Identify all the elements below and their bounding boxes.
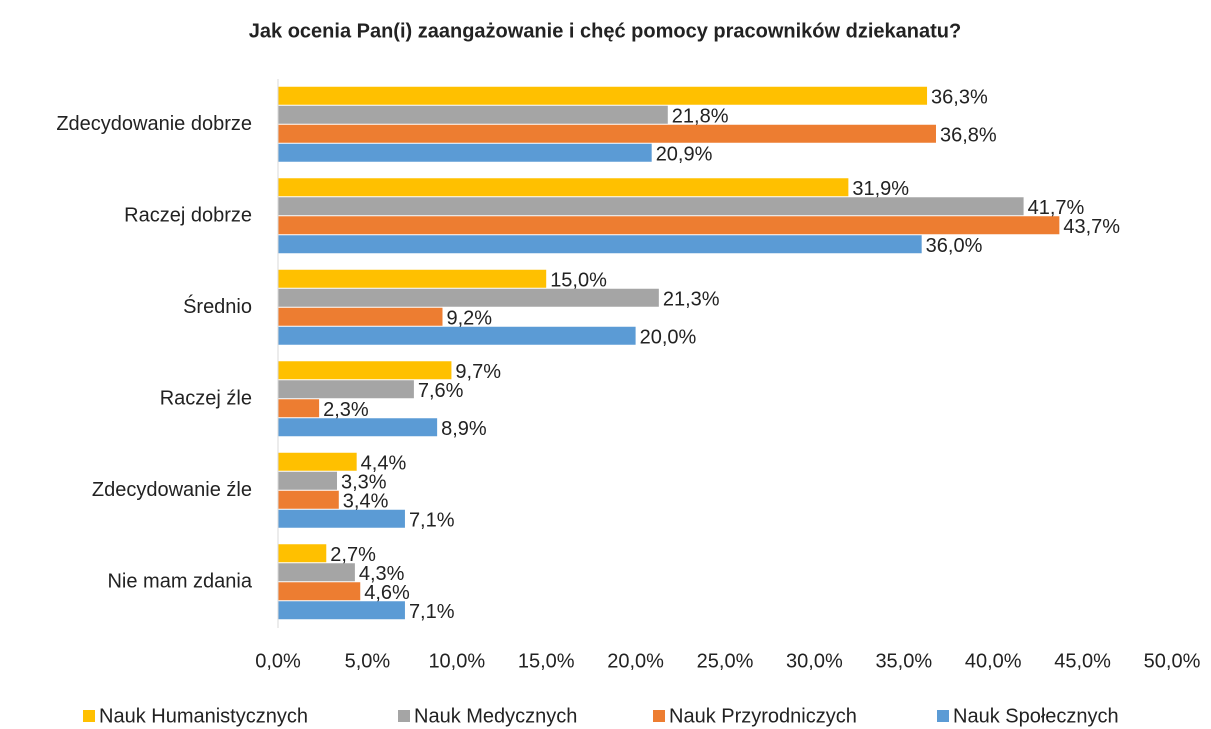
bar [278, 105, 668, 124]
bar [278, 269, 547, 288]
data-label: 3,3% [341, 472, 387, 494]
legend-label: Nauk Społecznych [953, 705, 1119, 727]
bar [278, 307, 443, 326]
x-tick-label: 20,0% [607, 650, 664, 672]
x-tick-label: 35,0% [875, 650, 932, 672]
x-tick-label: 15,0% [518, 650, 575, 672]
legend-swatch [398, 710, 410, 722]
x-tick-label: 25,0% [697, 650, 754, 672]
bar [278, 563, 355, 582]
x-tick-label: 30,0% [786, 650, 843, 672]
data-label: 21,3% [663, 289, 720, 311]
bar [278, 197, 1024, 216]
data-label: 36,3% [931, 87, 988, 109]
data-label: 15,0% [550, 270, 607, 292]
data-label: 7,1% [409, 510, 455, 532]
data-label: 9,2% [446, 308, 492, 330]
x-tick-label: 40,0% [965, 650, 1022, 672]
legend-label: Nauk Medycznych [414, 705, 577, 727]
bar [278, 86, 928, 105]
x-tick-label: 45,0% [1054, 650, 1111, 672]
data-label: 20,0% [640, 327, 697, 349]
data-label: 41,7% [1028, 197, 1085, 219]
x-tick-label: 5,0% [345, 650, 391, 672]
data-label: 31,9% [852, 178, 909, 200]
data-label: 4,4% [361, 453, 407, 475]
data-label: 7,1% [409, 601, 455, 623]
bar [278, 178, 849, 197]
bar [278, 143, 652, 162]
y-tick-label: Zdecydowanie źle [92, 479, 252, 501]
legend-label: Nauk Przyrodniczych [669, 705, 857, 727]
data-label: 9,7% [455, 361, 501, 383]
x-tick-label: 0,0% [255, 650, 301, 672]
legend-swatch [83, 710, 95, 722]
y-tick-label: Średnio [183, 294, 252, 318]
data-label: 36,8% [940, 125, 997, 147]
data-label: 43,7% [1063, 216, 1120, 238]
bar [278, 235, 922, 254]
data-label: 7,6% [418, 380, 464, 402]
legend-label: Nauk Humanistycznych [99, 705, 308, 727]
bar [278, 361, 452, 380]
bar [278, 124, 936, 143]
data-label: 2,7% [330, 544, 376, 566]
bar [278, 399, 320, 418]
bar [278, 544, 327, 563]
data-label: 20,9% [656, 144, 713, 166]
bar [278, 380, 414, 399]
bar [278, 471, 338, 490]
x-tick-label: 10,0% [428, 650, 485, 672]
bar [278, 582, 361, 601]
legend-swatch [653, 710, 665, 722]
bar [278, 216, 1060, 235]
bar [278, 490, 339, 509]
bar [278, 509, 405, 528]
bar [278, 418, 438, 437]
data-label: 4,6% [364, 582, 410, 604]
y-tick-label: Nie mam zdania [107, 571, 252, 593]
y-tick-label: Raczej dobrze [124, 205, 252, 227]
data-label: 8,9% [441, 418, 487, 440]
legend-swatch [937, 710, 949, 722]
y-tick-label: Zdecydowanie dobrze [56, 113, 252, 135]
chart-title: Jak ocenia Pan(i) zaangażowanie i chęć p… [249, 20, 961, 42]
data-label: 3,4% [343, 491, 389, 513]
x-tick-label: 50,0% [1144, 650, 1201, 672]
data-label: 4,3% [359, 563, 405, 585]
data-label: 36,0% [926, 235, 983, 257]
data-label: 21,8% [672, 106, 729, 128]
bar [278, 326, 636, 345]
y-tick-label: Raczej źle [160, 388, 252, 410]
data-label: 2,3% [323, 399, 369, 421]
bar [278, 601, 405, 620]
bar [278, 452, 357, 471]
bar [278, 288, 659, 307]
